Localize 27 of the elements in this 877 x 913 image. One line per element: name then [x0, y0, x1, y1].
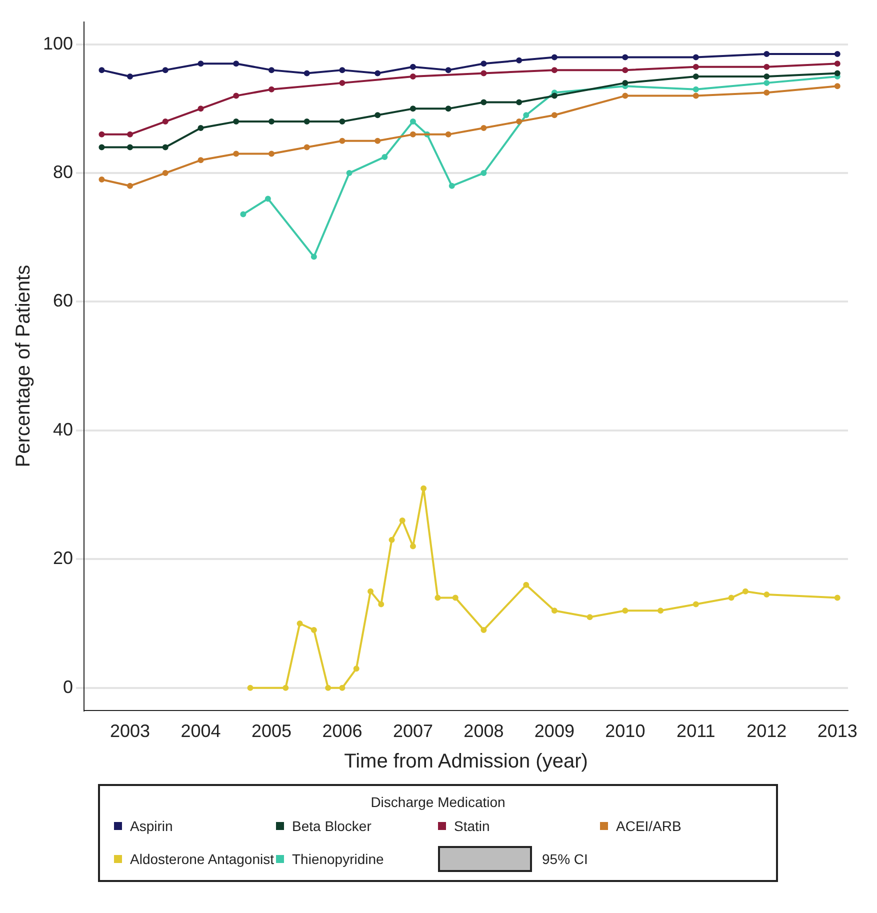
legend-label: Aspirin — [130, 818, 173, 834]
legend-label: ACEI/ARB — [616, 818, 682, 834]
legend-label: Thienopyridine — [292, 851, 384, 867]
x-tick-label: 2007 — [392, 721, 433, 742]
x-tick-label: 2006 — [322, 721, 362, 742]
y-tick-label: 100 — [42, 33, 74, 54]
legend-label: Aldosterone Antagonist — [130, 851, 274, 867]
legend-title: Discharge Medication — [370, 794, 506, 810]
y-tick-label: 40 — [53, 419, 74, 440]
x-tick-label: 2003 — [110, 721, 150, 742]
x-tick-label: 2011 — [676, 721, 716, 742]
x-tick-label: 2009 — [534, 721, 574, 742]
x-tick-label: 2013 — [817, 721, 858, 742]
y-axis-title: Percentage of Patients — [12, 264, 35, 468]
x-tick-label: 2004 — [180, 721, 221, 742]
x-tick-label: 2010 — [605, 721, 646, 742]
y-tick-label: 20 — [53, 548, 74, 568]
x-tick-label: 2008 — [464, 721, 504, 742]
y-tick-label: 0 — [63, 676, 74, 697]
x-tick-label: 2005 — [251, 721, 292, 742]
text: 95% CI — [542, 851, 588, 867]
legend-label: Beta Blocker — [292, 818, 372, 834]
y-tick-label: 80 — [53, 162, 74, 182]
x-tick-label: 2012 — [746, 721, 787, 742]
x-axis-title: Time from Admission (year) — [344, 750, 588, 773]
legend-label: Statin — [454, 818, 490, 834]
y-tick-label: 60 — [53, 290, 74, 311]
